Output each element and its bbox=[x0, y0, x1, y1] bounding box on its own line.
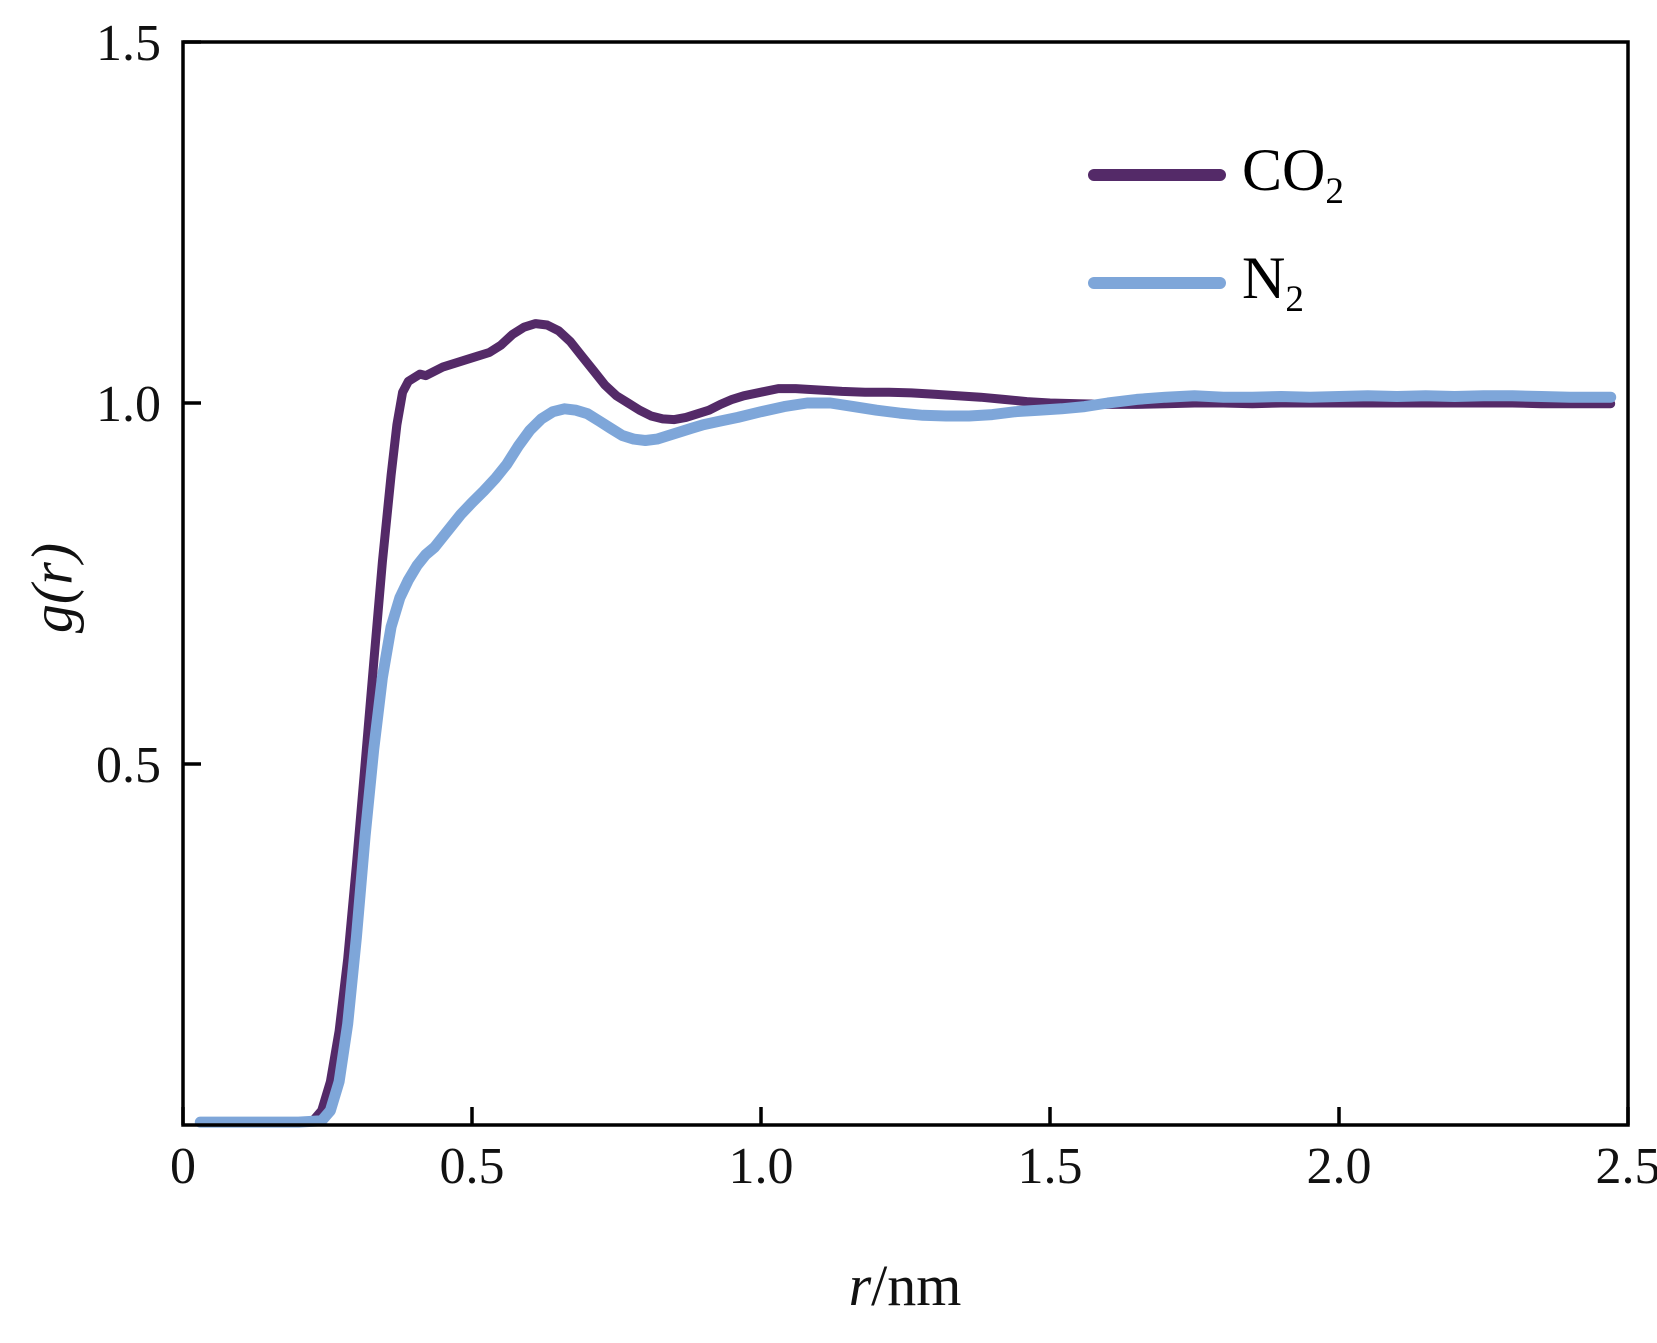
x-tick-label: 0.5 bbox=[440, 1138, 505, 1195]
y-tick-label: 0.5 bbox=[96, 737, 161, 794]
x-tick-label: 1.5 bbox=[1018, 1138, 1083, 1195]
x-axis-label: r/nm bbox=[849, 1252, 962, 1319]
n2-curve bbox=[194, 390, 1617, 1128]
x-tick-label: 1.0 bbox=[729, 1138, 794, 1195]
y-tick-label: 1.5 bbox=[96, 15, 161, 72]
legend-swatch-co2 bbox=[1088, 169, 1226, 182]
legend-swatch-n2 bbox=[1088, 277, 1226, 290]
x-axis-label-variable: r bbox=[848, 1253, 872, 1318]
legend-item-n2: N2 bbox=[1088, 248, 1344, 318]
legend-label-co2: CO2 bbox=[1242, 137, 1344, 212]
co2-curve bbox=[195, 319, 1616, 1127]
legend: CO2 N2 bbox=[1088, 140, 1344, 318]
y-axis-label: g(r) bbox=[19, 543, 86, 633]
x-tick-label: 0 bbox=[170, 1138, 196, 1195]
x-tick-label: 2.0 bbox=[1307, 1138, 1372, 1195]
y-tick-label: 1.0 bbox=[96, 376, 161, 433]
x-tick-label: 2.5 bbox=[1596, 1138, 1657, 1195]
x-axis-label-unit: /nm bbox=[871, 1253, 962, 1318]
plot-frame bbox=[181, 40, 1630, 1127]
legend-label-n2: N2 bbox=[1242, 245, 1304, 321]
y-axis-label-text: g(r) bbox=[19, 542, 85, 634]
legend-item-co2: CO2 bbox=[1088, 140, 1344, 210]
